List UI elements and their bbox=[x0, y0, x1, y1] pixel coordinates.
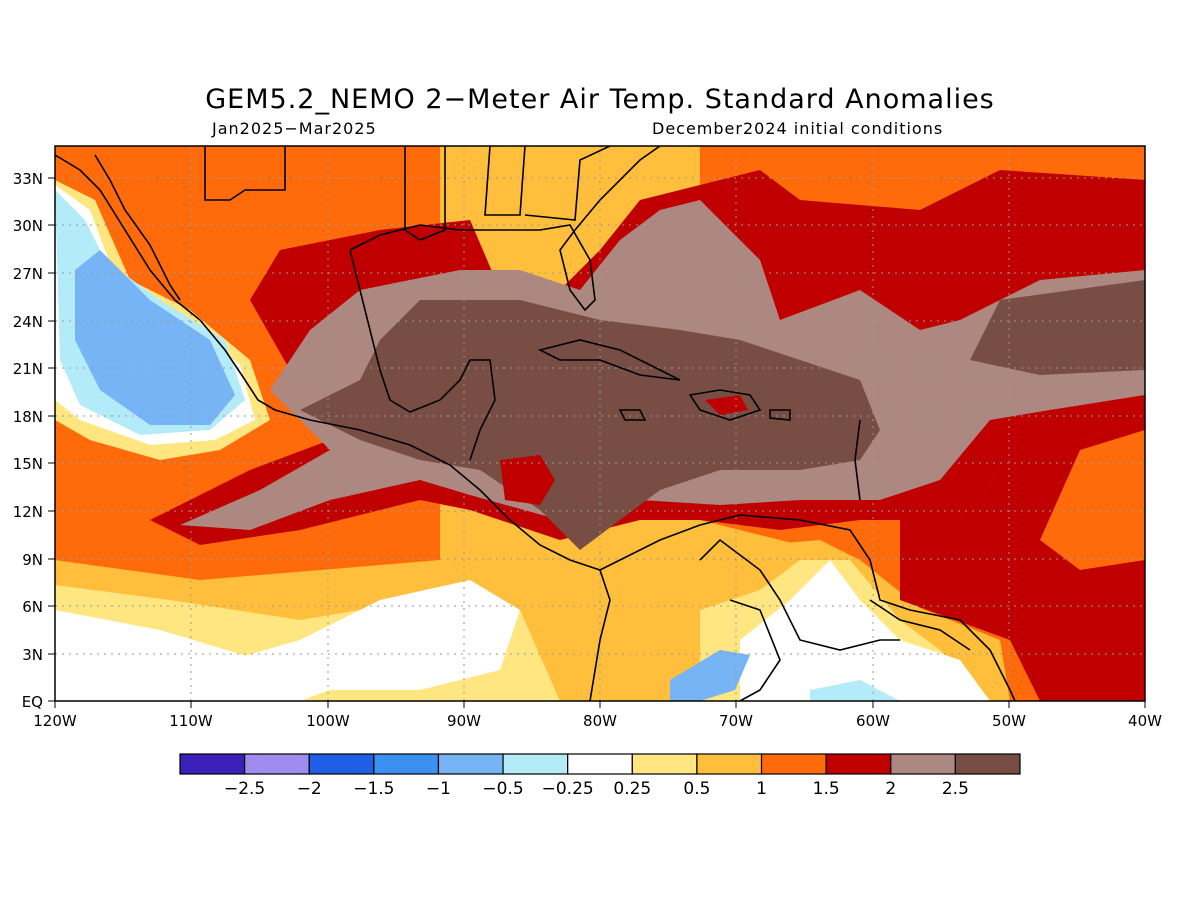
field-sa-lightblue bbox=[810, 680, 900, 701]
colorbar-swatch bbox=[760, 753, 827, 775]
lat-label: 21N bbox=[13, 360, 43, 378]
colorbar-label: 0.5 bbox=[683, 779, 710, 799]
lat-label: 18N bbox=[13, 408, 43, 426]
colorbar-label: −2 bbox=[297, 779, 322, 799]
map-title: GEM5.2_NEMO 2−Meter Air Temp. Standard A… bbox=[205, 84, 995, 115]
lat-label: 33N bbox=[13, 170, 43, 188]
lat-label: 12N bbox=[13, 503, 43, 521]
colorbar-swatch bbox=[373, 753, 440, 775]
lon-label: 90W bbox=[447, 712, 481, 730]
anomaly-field bbox=[55, 146, 1145, 701]
colorbar-label: 2.5 bbox=[942, 779, 969, 799]
colorbar-swatch bbox=[502, 753, 569, 775]
colorbar-label: −2.5 bbox=[224, 779, 265, 799]
axis-ticks bbox=[48, 177, 1146, 708]
field-sa-blue bbox=[670, 650, 750, 701]
lon-label: 40W bbox=[1128, 712, 1162, 730]
field-darkbrown-carib bbox=[300, 300, 880, 550]
field-white-eqpac bbox=[55, 610, 330, 701]
colorbar-swatch bbox=[825, 753, 892, 775]
lat-label: 24N bbox=[13, 313, 43, 331]
initial-conditions: December2024 initial conditions bbox=[652, 119, 944, 138]
colorbar-label: 2 bbox=[885, 779, 896, 799]
field-red-hispaniola bbox=[705, 395, 748, 415]
lon-label: 120W bbox=[33, 712, 77, 730]
lat-label: EQ bbox=[22, 693, 43, 711]
colorbar-label: 1 bbox=[756, 779, 767, 799]
lon-label: 60W bbox=[856, 712, 890, 730]
field-white-eqpac-2 bbox=[230, 580, 520, 690]
lat-label: 15N bbox=[13, 455, 43, 473]
colorbar-label: −0.25 bbox=[542, 779, 594, 799]
lon-label: 100W bbox=[306, 712, 350, 730]
lon-label: 80W bbox=[583, 712, 617, 730]
colorbar bbox=[179, 753, 1021, 775]
field-orange-atl-patch bbox=[1040, 430, 1145, 570]
colorbar-label: 0.25 bbox=[613, 779, 651, 799]
lat-label: 6N bbox=[22, 598, 43, 616]
colorbar-swatch bbox=[954, 753, 1021, 775]
lon-label: 110W bbox=[169, 712, 213, 730]
lat-label: 9N bbox=[22, 551, 43, 569]
forecast-period: Jan2025−Mar2025 bbox=[212, 119, 377, 138]
colorbar-label: −0.5 bbox=[482, 779, 523, 799]
coastlines bbox=[55, 146, 1016, 701]
colorbar-swatch bbox=[696, 753, 763, 775]
colorbar-label: −1 bbox=[426, 779, 451, 799]
gridlines bbox=[55, 146, 1145, 701]
colorbar-swatch bbox=[437, 753, 504, 775]
lat-label: 27N bbox=[13, 265, 43, 283]
field-baja-blue bbox=[75, 250, 235, 425]
lon-labels: 120W 110W 100W 90W 80W 70W 60W 50W 40W bbox=[33, 712, 1162, 730]
field-sa-white bbox=[740, 560, 990, 701]
lon-label: 50W bbox=[992, 712, 1026, 730]
colorbar-swatch bbox=[179, 753, 246, 775]
lat-label: 30N bbox=[13, 217, 43, 235]
lat-label: 3N bbox=[22, 646, 43, 664]
colorbar-swatch bbox=[244, 753, 310, 775]
field-darkbrown-atl bbox=[970, 280, 1145, 375]
colorbar-label: −1.5 bbox=[353, 779, 394, 799]
lat-labels: EQ 3N 6N 9N 12N 15N 18N 21N 24N 27N 30N … bbox=[13, 170, 43, 711]
colorbar-swatch bbox=[308, 753, 375, 775]
colorbar-swatch bbox=[631, 753, 698, 775]
colorbar-swatch bbox=[567, 753, 633, 775]
colorbar-label: 1.5 bbox=[813, 779, 840, 799]
colorbar-swatch bbox=[890, 753, 956, 775]
field-red-honduras bbox=[500, 455, 555, 505]
lon-label: 70W bbox=[719, 712, 753, 730]
colorbar-labels: −2.5 −2 −1.5 −1 −0.5 −0.25 0.25 0.5 1 1.5 2 2.5 bbox=[224, 779, 969, 799]
